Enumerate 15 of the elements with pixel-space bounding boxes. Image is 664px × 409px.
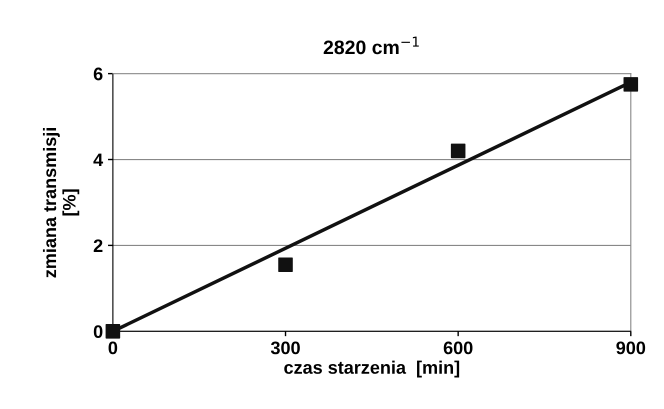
x-axis-title: czas starzenia [min] [284,360,460,378]
y-tick-label: 4 [93,154,104,166]
x-tick-label: 900 [616,341,646,354]
y-tick-label: 6 [94,68,103,80]
x-tick-label: 600 [444,341,472,354]
point [106,324,120,339]
y-tick-label: 0 [94,325,102,338]
y-axis-title: zmiana transmisji [%] [42,128,80,278]
x-tick-label: 300 [270,341,300,354]
x-tick-label: 0 [108,341,118,354]
point [450,144,466,158]
point [278,257,293,272]
point [624,77,638,92]
y-tick-label: 2 [94,239,102,252]
chart-title: 2820 cm$^{−1}$ [324,36,419,54]
